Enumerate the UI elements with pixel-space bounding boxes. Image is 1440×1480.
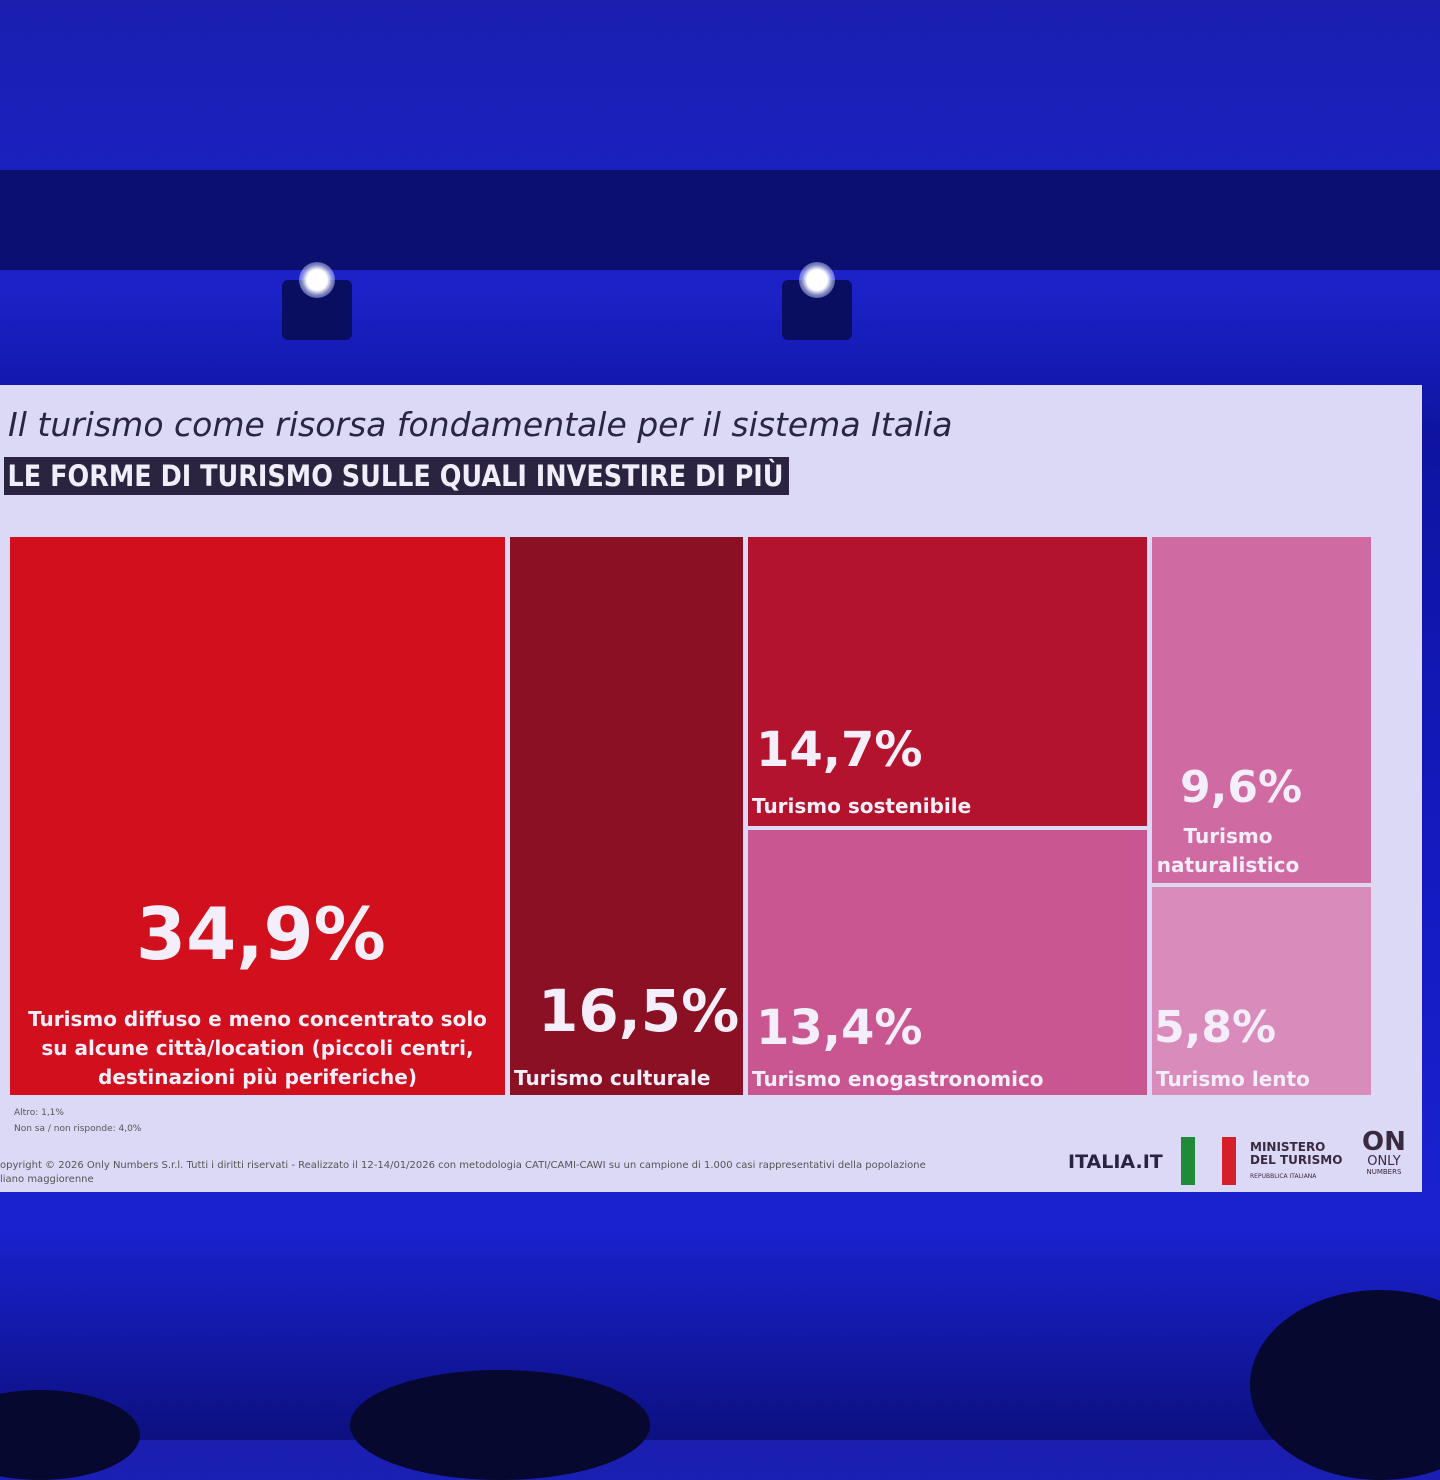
stage-light-bulb xyxy=(299,262,335,298)
category-label-line: Turismo xyxy=(1183,824,1273,848)
category-label-line: destinazioni più periferiche) xyxy=(98,1065,417,1089)
treemap-cell: 13,4% Turismo enogastronomico xyxy=(748,830,1147,1095)
category-label: Turismo naturalistico xyxy=(1156,822,1300,880)
value-label: 16,5% xyxy=(538,977,740,1045)
value-label: 14,7% xyxy=(756,722,923,778)
copyright-text: opyright © 2026 Only Numbers S.r.l. Tutt… xyxy=(0,1160,926,1171)
category-label: Turismo lento xyxy=(1156,1065,1310,1094)
treemap-cell: 5,8% Turismo lento xyxy=(1152,887,1371,1095)
italian-flag-green xyxy=(1181,1137,1195,1185)
category-label-line: Turismo sostenibile xyxy=(752,794,972,818)
value-label: 34,9% xyxy=(136,892,386,976)
category-label: Turismo sostenibile xyxy=(752,792,971,821)
category-label: Turismo culturale xyxy=(514,1064,710,1093)
italian-flag-red xyxy=(1222,1137,1236,1185)
category-label-line: Turismo lento xyxy=(1156,1067,1310,1091)
note-altro: Altro: 1,1% xyxy=(14,1108,64,1118)
category-label-line: Turismo enogastronomico xyxy=(752,1067,1044,1091)
category-label-line: su alcune città/location (piccoli centri… xyxy=(41,1036,474,1060)
note-non-sa: Non sa / non risponde: 4,0% xyxy=(14,1124,142,1134)
italia-it-logo: ITALIA.IT xyxy=(1068,1151,1163,1173)
ministero-line: DEL TURISMO xyxy=(1250,1153,1343,1167)
treemap-cell: 16,5% Turismo culturale xyxy=(510,537,743,1095)
ceiling-truss xyxy=(0,170,1440,270)
on-word: ONLY xyxy=(1367,1154,1401,1169)
treemap-cell: 34,9% Turismo diffuso e meno concentrato … xyxy=(10,537,505,1095)
value-label: 5,8% xyxy=(1154,1002,1277,1053)
slide-title: Il turismo come risorsa fondamentale per… xyxy=(8,405,953,444)
category-label-line: naturalistico xyxy=(1156,853,1300,877)
treemap-cell: 9,6% Turismo naturalistico xyxy=(1152,537,1371,883)
stage-light-bulb xyxy=(799,262,835,298)
audience-head xyxy=(1250,1290,1440,1480)
ministero-turismo-logo: MINISTERO DEL TURISMO REPUBBLICA ITALIAN… xyxy=(1250,1141,1342,1183)
category-label-line: Turismo diffuso e meno concentrato solo xyxy=(28,1007,487,1031)
category-label: Turismo diffuso e meno concentrato solo s… xyxy=(16,1005,499,1092)
only-numbers-logo: ON ONLY NUMBERS xyxy=(1362,1129,1406,1176)
treemap-cell: 14,7% Turismo sostenibile xyxy=(748,537,1147,826)
ministero-line: MINISTERO xyxy=(1250,1140,1326,1154)
copyright-text: liano maggiorenne xyxy=(0,1174,94,1185)
audience-head xyxy=(350,1370,650,1480)
category-label: Turismo enogastronomico xyxy=(752,1065,1044,1094)
value-label: 13,4% xyxy=(756,1000,923,1056)
category-label-line: Turismo culturale xyxy=(514,1066,711,1090)
on-word: NUMBERS xyxy=(1366,1168,1402,1176)
presentation-slide: Il turismo come risorsa fondamentale per… xyxy=(0,385,1422,1192)
value-label: 9,6% xyxy=(1180,762,1303,813)
slide-subtitle: LE FORME DI TURISMO SULLE QUALI INVESTIR… xyxy=(4,457,789,495)
on-mark: ON xyxy=(1362,1127,1406,1157)
audience-head xyxy=(0,1390,140,1480)
ministero-line: REPUBBLICA ITALIANA xyxy=(1250,1173,1317,1180)
